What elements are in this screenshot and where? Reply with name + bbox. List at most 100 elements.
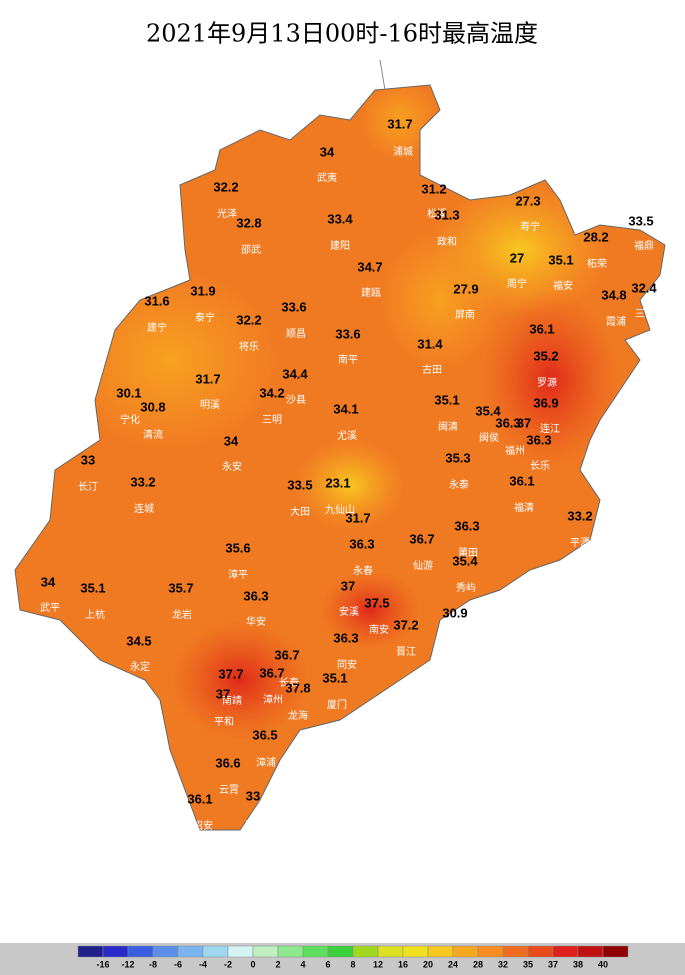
place-name: 秀屿 (456, 582, 476, 594)
place-name: 霞浦 (606, 315, 626, 328)
place-name: 邵武 (241, 243, 261, 256)
station-value: 35.3 (445, 450, 470, 465)
station-value: 36.3 (243, 588, 268, 603)
place-name: 连城 (134, 502, 154, 515)
legend-tick-label: 40 (598, 959, 608, 969)
station-value: 36.6 (215, 755, 240, 770)
legend-tick-label: 6 (325, 959, 330, 969)
place-name: 东山 (245, 818, 265, 831)
legend-swatch (577, 945, 604, 958)
place-name: 福安 (553, 279, 573, 292)
place-name: 仙游 (413, 559, 433, 572)
legend-tick-label: 16 (398, 959, 408, 969)
station-value: 36.3 (333, 630, 358, 645)
legend-swatch (602, 945, 629, 958)
legend-swatch (452, 945, 479, 958)
place-name: 永春 (353, 564, 373, 577)
place-name: 罗源 (537, 376, 557, 389)
station-value: 32.4 (631, 280, 657, 295)
station-value: 34.4 (282, 366, 308, 381)
place-name: 浦城 (393, 145, 413, 158)
station-value: 32.2 (213, 179, 238, 194)
place-name: 永泰 (449, 478, 469, 491)
station-value: 36.5 (252, 727, 277, 742)
place-name: 政和 (437, 235, 457, 248)
legend-swatch (427, 945, 454, 958)
place-name: 闽侯 (479, 431, 499, 444)
place-name: 福鼎 (634, 239, 654, 252)
station-value: 33 (246, 788, 260, 803)
station-value: 33.2 (130, 474, 155, 489)
station-value: 33.6 (281, 299, 306, 314)
legend-tick-label: 4 (300, 959, 305, 969)
legend-swatch (252, 945, 279, 958)
station-value: 35.1 (322, 670, 347, 685)
station-value: 33.2 (567, 508, 592, 523)
place-name: 平潭 (570, 537, 590, 549)
station-value: 34.7 (357, 259, 382, 274)
place-name: 武平 (40, 601, 60, 614)
station-value: 36.7 (259, 665, 284, 680)
station-value: 31.7 (345, 510, 370, 525)
place-name: 建阳 (330, 239, 350, 252)
place-name: 长汀 (78, 481, 98, 493)
place-name: 尤溪 (337, 429, 357, 442)
place-name: 沙县 (286, 394, 306, 406)
station-value: 33 (81, 452, 95, 467)
place-name: 南靖 (222, 694, 242, 707)
place-name: 长乐 (530, 460, 550, 472)
station-value: 36.3 (349, 536, 374, 551)
station-value: 34.5 (126, 633, 151, 648)
legend-tick-label: 2 (275, 959, 280, 969)
temperature-field (15, 85, 665, 830)
legend-tick-label: 24 (448, 959, 458, 969)
map-title: 2021年9月13日00时-16时最高温度 (146, 20, 538, 48)
station-value: 35.7 (168, 580, 193, 595)
station-value: 31.4 (417, 336, 443, 351)
place-name: 泰宁 (195, 311, 215, 324)
place-name: 三明 (262, 414, 282, 426)
legend-swatch (202, 945, 229, 958)
station-value: 36.1 (187, 791, 212, 806)
station-value: 28.2 (583, 229, 608, 244)
place-name: 三沙 (635, 308, 655, 320)
station-value: 33.5 (287, 477, 312, 492)
legend-swatch (527, 945, 554, 958)
place-name: 寿宁 (520, 220, 540, 233)
station-value: 23.1 (325, 475, 350, 490)
station-value: 34 (320, 144, 335, 159)
station-value: 36.3 (526, 432, 551, 447)
place-name: 连江 (540, 422, 560, 435)
station-value: 36.9 (533, 395, 558, 410)
place-name: 建瓯 (361, 286, 381, 299)
place-name: 莆田 (458, 546, 478, 559)
legend-tick-label: 32 (498, 959, 508, 969)
station-value: 34.2 (259, 385, 284, 400)
legend-swatch (502, 945, 529, 958)
legend-swatch (177, 945, 204, 958)
place-name: 南安 (369, 623, 389, 636)
station-value: 31.3 (434, 207, 459, 222)
place-name: 永定 (130, 660, 150, 673)
station-value: 36.1 (529, 321, 554, 336)
legend-swatch (227, 945, 254, 958)
legend-tick-label: 20 (423, 959, 433, 969)
place-name: 晋江 (396, 646, 416, 658)
place-name: 闽清 (438, 420, 458, 433)
legend-swatch (327, 945, 354, 958)
station-value: 36.1 (509, 473, 534, 488)
place-name: 明溪 (200, 399, 220, 411)
place-name: 南平 (338, 353, 358, 366)
station-value: 35.4 (475, 403, 501, 418)
station-value: 27.9 (453, 281, 478, 296)
station-value: 34 (41, 574, 56, 589)
place-name: 龙岩 (172, 608, 192, 621)
legend-tick-label: -2 (224, 959, 232, 969)
place-name: 九仙山 (325, 503, 355, 516)
place-name: 周宁 (507, 277, 527, 290)
station-value: 35.1 (434, 392, 459, 407)
legend-tick-label: 35 (523, 959, 533, 969)
station-value: 35.6 (225, 540, 250, 555)
legend-swatch (77, 945, 104, 958)
place-name: 厦门 (327, 698, 347, 711)
